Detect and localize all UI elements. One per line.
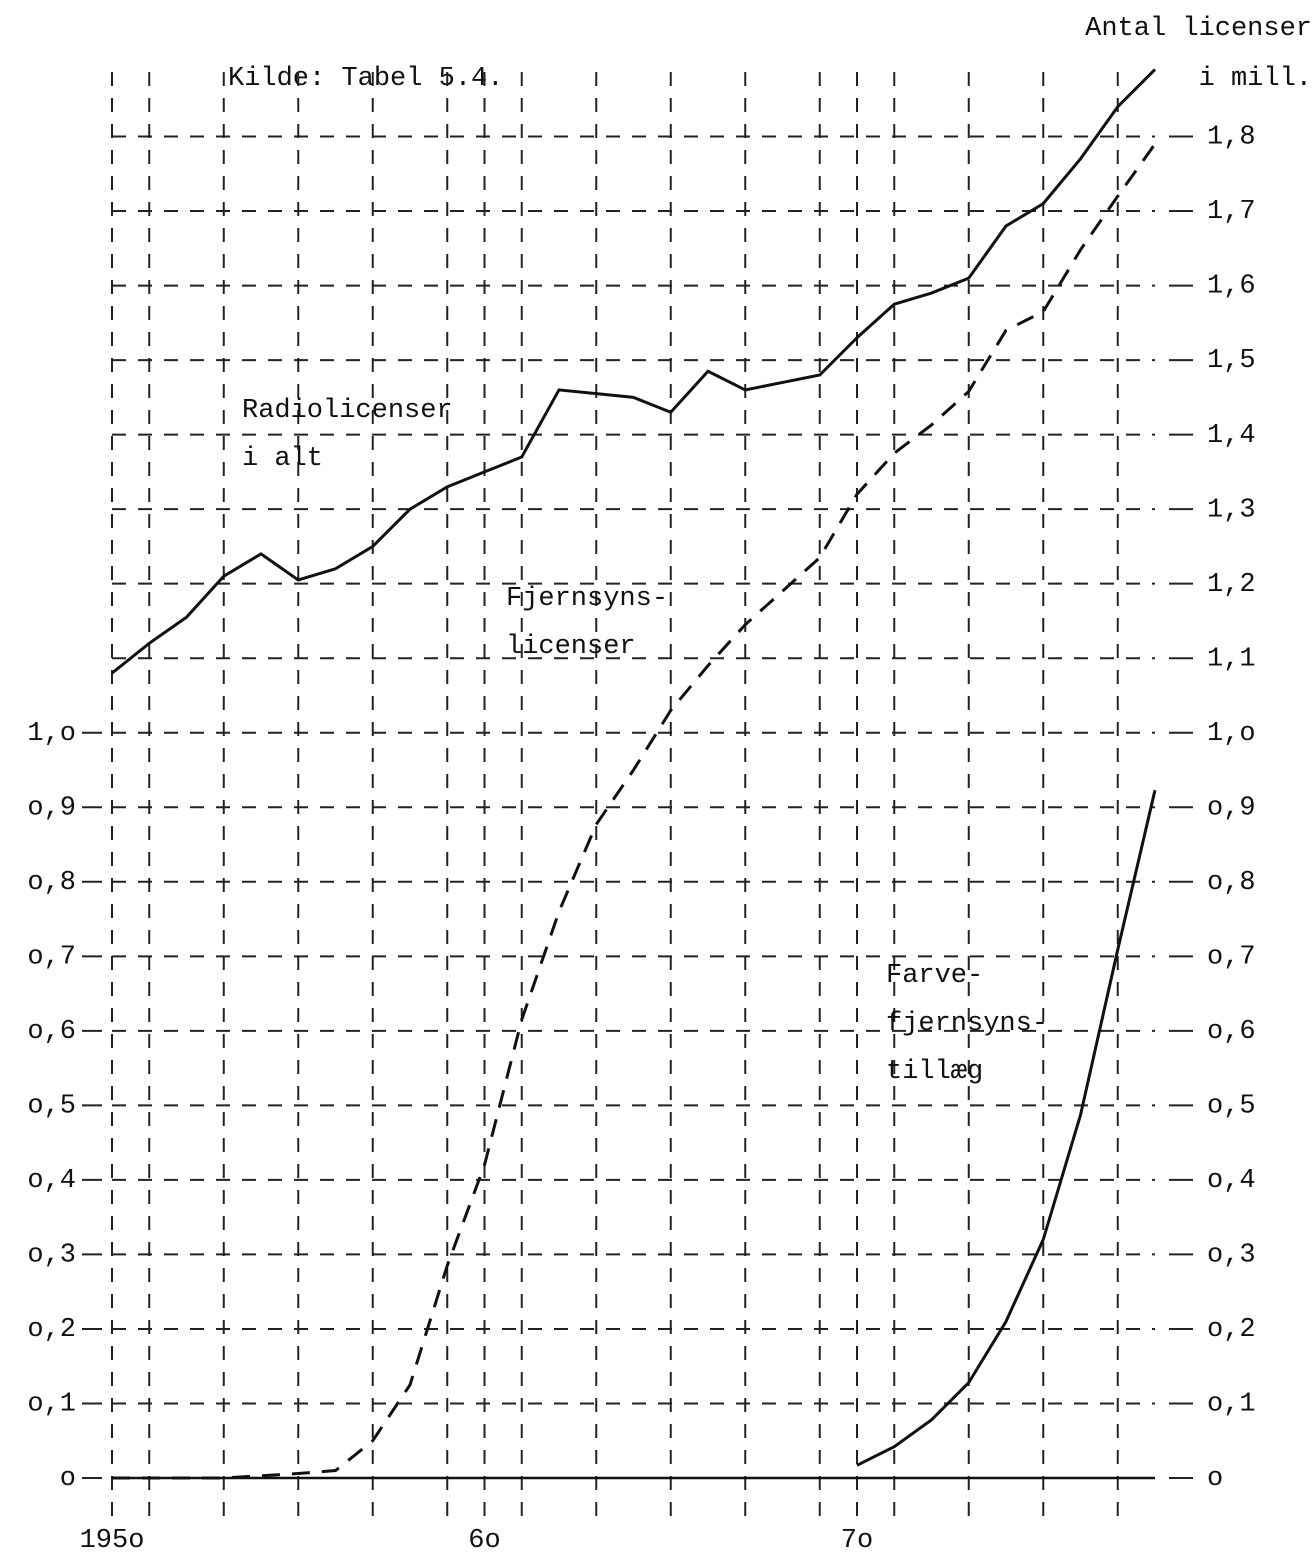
y-tick-label: o,5 xyxy=(27,1091,76,1121)
y-tick-label: 1,o xyxy=(27,719,76,749)
y2-tick-label: o,6 xyxy=(1207,1017,1256,1047)
series-line xyxy=(856,789,1157,1467)
y2-tick-label: 1,5 xyxy=(1207,346,1256,376)
source-note: Kilde: Tabel 5.4. xyxy=(228,64,503,94)
y2-tick-label: 1,4 xyxy=(1207,421,1256,451)
y-tick-label: o,6 xyxy=(27,1017,76,1047)
x-tick-label: 7o xyxy=(841,1526,873,1556)
series-label: Fjernsyns- xyxy=(506,584,668,614)
y2-tick-label: 1,1 xyxy=(1207,644,1256,674)
x-tick-label: 195o xyxy=(80,1526,145,1556)
y2-tick-label: 1,2 xyxy=(1207,570,1256,600)
y2-tick-label: o,7 xyxy=(1207,942,1256,972)
y2-tick-label: o,4 xyxy=(1207,1166,1256,1196)
y-axis-label: i mill. xyxy=(1199,64,1312,94)
y2-tick-label: o,1 xyxy=(1207,1390,1256,1420)
y2-tick-label: o,3 xyxy=(1207,1241,1256,1271)
y-tick-label: o,1 xyxy=(27,1390,76,1420)
y2-tick-label: o,8 xyxy=(1207,868,1256,898)
y-tick-label: o,7 xyxy=(27,942,76,972)
series-label: fjernsyns- xyxy=(886,1009,1048,1039)
series-label: Farve- xyxy=(886,961,983,991)
y-tick-label: o,9 xyxy=(27,793,76,823)
series-label: i alt xyxy=(242,444,323,474)
y2-tick-label: o,2 xyxy=(1207,1315,1256,1345)
y2-tick-label: o xyxy=(1207,1464,1223,1494)
y-tick-label: o,8 xyxy=(27,868,76,898)
y-tick-label: o,4 xyxy=(27,1166,76,1196)
y2-tick-label: 1,6 xyxy=(1207,272,1256,302)
x-tick-label: 6o xyxy=(468,1526,500,1556)
y2-tick-label: o,5 xyxy=(1207,1091,1256,1121)
y2-tick-label: 1,8 xyxy=(1207,123,1256,153)
y-tick-label: o,3 xyxy=(27,1241,76,1271)
y2-tick-label: 1,o xyxy=(1207,719,1256,749)
series-line xyxy=(112,143,1157,1480)
series-line xyxy=(111,68,1157,675)
y2-tick-label: o,9 xyxy=(1207,793,1256,823)
series-label: licenser xyxy=(506,632,636,662)
y-tick-label: o,2 xyxy=(27,1315,76,1345)
y-tick-label: o xyxy=(60,1464,76,1494)
y2-tick-label: 1,7 xyxy=(1207,197,1256,227)
series-label: tillæg xyxy=(886,1057,983,1087)
y2-tick-label: 1,3 xyxy=(1207,495,1256,525)
series-label: Radiolicenser xyxy=(242,396,453,426)
y-axis-label: Antal licenser xyxy=(1085,14,1312,44)
